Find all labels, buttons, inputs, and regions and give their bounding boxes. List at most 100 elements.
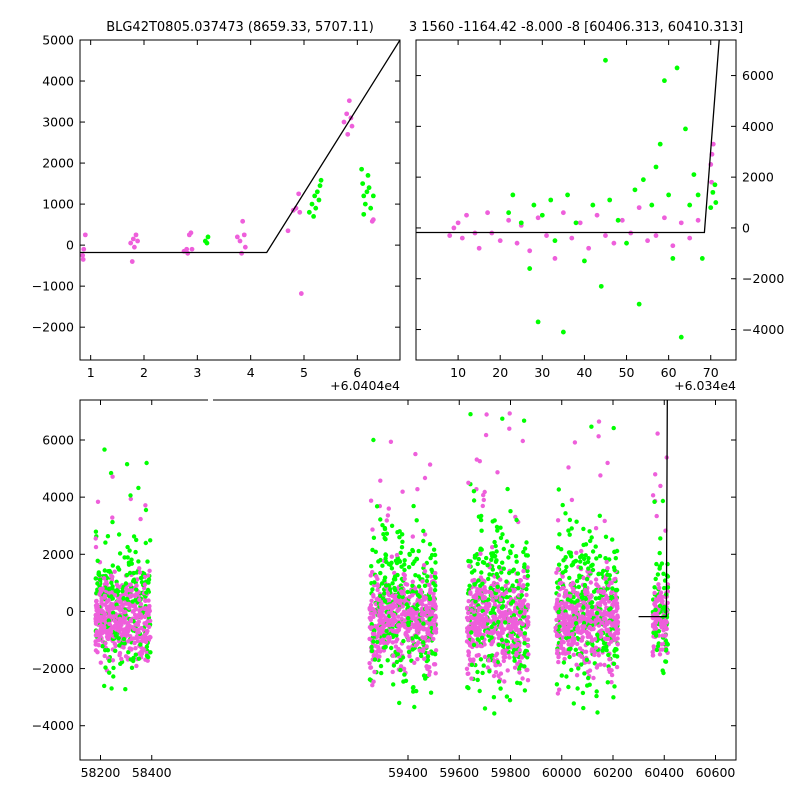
data-point-series_a: [117, 607, 123, 612]
data-point-series_a: [392, 570, 397, 576]
data-point-series_b: [597, 513, 602, 518]
data-point-series_b: [432, 587, 438, 593]
data-point-series_a: [419, 608, 424, 613]
data-point-series_b: [564, 564, 569, 570]
data-point-series_b: [382, 645, 387, 650]
data-point-series_a: [459, 235, 465, 241]
data-point-series_a: [492, 659, 497, 664]
data-point-series_a: [413, 451, 418, 457]
data-point-series_a: [128, 582, 133, 587]
data-point-series_b: [431, 547, 437, 552]
data-point-series_b: [588, 538, 593, 544]
data-point-series_a: [615, 631, 621, 636]
data-point-series_a: [645, 238, 650, 244]
data-point-series_b: [615, 654, 620, 659]
data-point-series_a: [507, 426, 512, 431]
data-point-series_a: [687, 235, 693, 241]
data-point-series_a: [234, 234, 240, 240]
data-point-series_b: [467, 583, 472, 588]
data-point-series_b: [556, 487, 561, 492]
data-point-series_a: [371, 592, 376, 598]
data-point-series_a: [396, 627, 401, 633]
y-tick-label: 0: [66, 238, 74, 253]
data-point-series_b: [563, 555, 568, 560]
data-point-series_b: [411, 685, 416, 690]
data-point-series_b: [492, 711, 497, 716]
data-point-series_b: [427, 542, 433, 547]
data-point-series_b: [524, 586, 529, 592]
data-point-series_a: [127, 646, 132, 651]
data-point-series_a: [470, 637, 475, 643]
data-point-series_b: [605, 680, 610, 685]
x-tick-label: 4: [247, 365, 255, 380]
data-point-series_a: [507, 411, 512, 416]
data-point-series_b: [500, 560, 505, 565]
data-point-series_b: [567, 575, 572, 581]
data-point-series_b: [478, 583, 483, 588]
data-point-series_a: [587, 624, 593, 630]
data-point-series_a: [594, 665, 600, 670]
data-point-series_a: [390, 622, 395, 627]
data-point-series_a: [409, 606, 414, 612]
data-point-series_a: [397, 601, 403, 606]
data-point-series_a: [416, 627, 422, 632]
data-point-series_a: [555, 600, 560, 605]
data-point-series_a: [121, 645, 126, 650]
data-point-series_a: [593, 618, 598, 623]
data-point-series_a: [519, 620, 524, 626]
data-point-series_b: [496, 642, 502, 648]
data-point-series_b: [114, 602, 119, 607]
data-point-series_a: [404, 633, 409, 638]
data-point-series_a: [391, 653, 396, 658]
data-point-series_b: [573, 647, 578, 652]
data-point-series_a: [498, 597, 503, 602]
data-point-series_a: [120, 602, 126, 608]
data-point-series_b: [111, 610, 116, 615]
data-point-series_a: [373, 644, 379, 649]
data-point-series_b: [511, 650, 516, 655]
data-point-series_b: [144, 644, 150, 649]
data-point-series_a: [135, 238, 141, 244]
data-point-series_b: [500, 416, 505, 421]
data-point-series_b: [433, 652, 438, 657]
data-point-series_b: [581, 542, 586, 548]
data-point-series_a: [142, 582, 148, 587]
data-point-series_b: [580, 690, 586, 696]
data-point-series_a: [571, 589, 576, 594]
data-point-series_b: [487, 572, 492, 577]
data-point-series_a: [476, 245, 482, 251]
data-point-series_a: [380, 637, 386, 642]
data-point-series_b: [695, 192, 701, 198]
data-point-series_a: [102, 593, 108, 598]
data-point-series_b: [657, 141, 663, 147]
y-tick-label: 2000: [742, 170, 774, 185]
data-point-series_b: [479, 570, 484, 575]
data-point-series_a: [466, 610, 471, 616]
data-point-series_a: [525, 603, 530, 608]
data-point-series_a: [579, 629, 584, 634]
data-point-series_b: [508, 549, 513, 554]
data-point-series_b: [105, 648, 111, 653]
data-point-series_a: [496, 673, 501, 678]
data-point-series_b: [586, 675, 591, 681]
data-point-series_a: [94, 598, 99, 604]
data-point-series_b: [121, 596, 126, 601]
data-point-series_b: [475, 677, 480, 683]
data-point-series_a: [371, 679, 376, 684]
data-point-series_b: [469, 570, 475, 575]
data-point-series_a: [491, 614, 496, 619]
data-point-series_a: [412, 660, 417, 665]
data-point-series_b: [494, 549, 499, 554]
data-point-series_b: [391, 682, 396, 687]
data-point-series_b: [369, 622, 374, 627]
data-point-series_b: [498, 686, 503, 691]
data-point-series_a: [147, 568, 152, 573]
data-point-series_a: [599, 612, 605, 617]
data-point-series_a: [522, 608, 528, 614]
data-point-series_a: [138, 602, 144, 607]
data-point-series_b: [611, 425, 616, 431]
data-point-series_b: [571, 595, 576, 600]
data-point-series_b: [433, 575, 438, 580]
data-point-series_b: [134, 537, 139, 543]
y-tick-label: 0: [66, 604, 74, 619]
